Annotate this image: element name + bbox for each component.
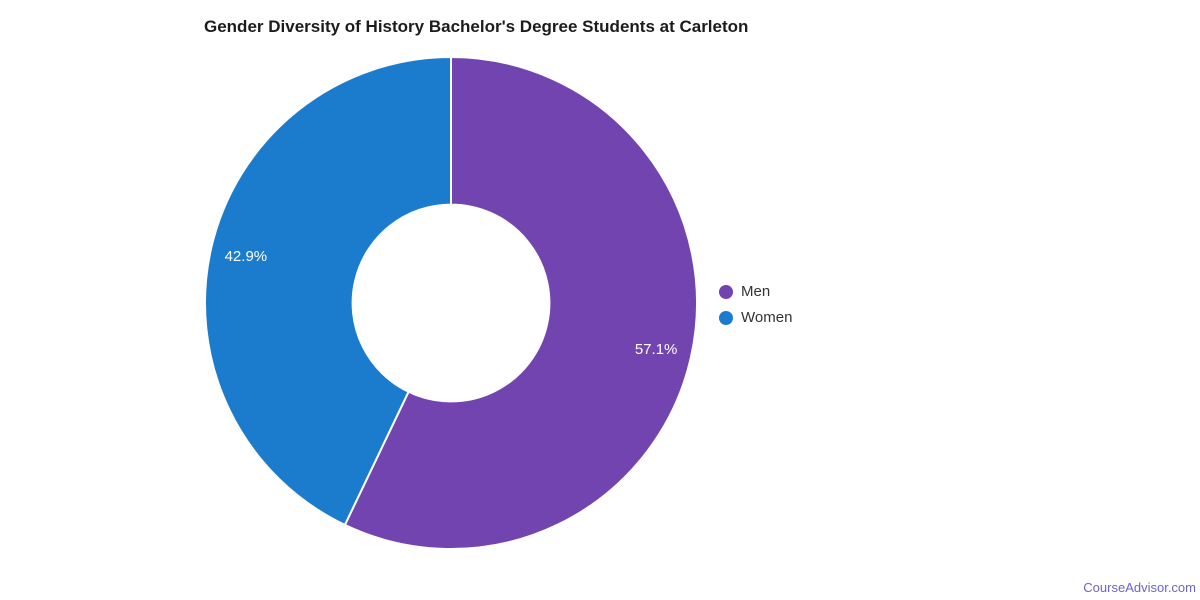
slice-label-men: 57.1%	[635, 341, 678, 358]
legend-label-men: Men	[741, 283, 771, 300]
legend-item-women[interactable]: Women	[719, 305, 792, 331]
brand-link[interactable]: CourseAdvisor.com	[1083, 580, 1196, 595]
legend: Men Women	[719, 279, 792, 331]
legend-item-men[interactable]: Men	[719, 279, 792, 305]
pie-slice-women[interactable]	[204, 56, 452, 526]
chart-title: Gender Diversity of History Bachelor's D…	[204, 17, 749, 36]
legend-label-women: Women	[741, 309, 793, 326]
pie-slice-men[interactable]	[343, 56, 698, 550]
slice-label-women: 42.9%	[225, 248, 268, 265]
men-legend-marker-icon	[719, 285, 733, 299]
women-legend-marker-icon	[719, 311, 733, 325]
